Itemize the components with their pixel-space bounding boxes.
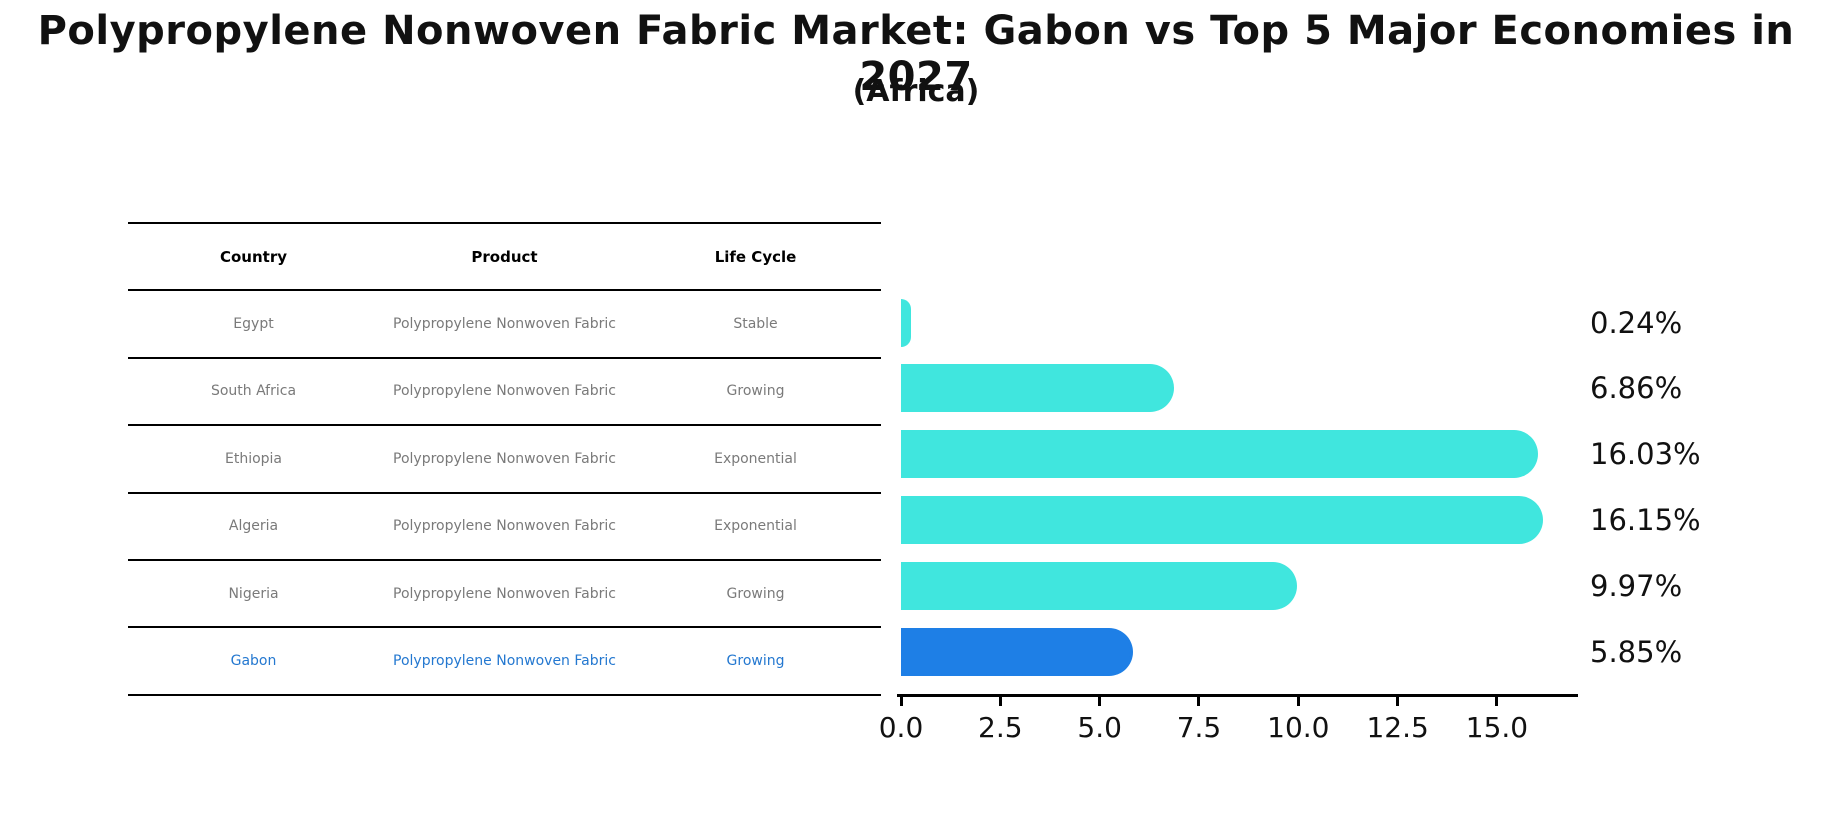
chart-title: Polypropylene Nonwoven Fabric Market: Ga… bbox=[37, 8, 1795, 100]
bar-ethiopia bbox=[901, 430, 1538, 479]
table-row: Nigeria Polypropylene Nonwoven Fabric Grow… bbox=[128, 558, 881, 626]
bar-gabon bbox=[901, 627, 1134, 676]
x-axis-tick bbox=[998, 697, 1002, 706]
x-axis-tick-label: 0.0 bbox=[878, 711, 924, 744]
table-row: Algeria Polypropylene Nonwoven Fabric Expo… bbox=[128, 491, 881, 559]
product-cell: Polypropylene Nonwoven Fabric bbox=[393, 383, 616, 400]
bar-algeria bbox=[901, 495, 1543, 544]
header-lifecycle: Life Cycle bbox=[714, 247, 797, 266]
comparison-table: Country Product Life Cycle Egypt Polyprop… bbox=[128, 222, 881, 696]
x-axis-line bbox=[897, 694, 1578, 697]
country-cell: Ethiopia bbox=[224, 450, 283, 467]
value-label-ethiopia: 16.03% bbox=[1590, 437, 1701, 472]
x-axis-tick bbox=[1495, 697, 1499, 706]
value-label-nigeria: 9.97% bbox=[1590, 568, 1683, 603]
lifecycle-cell: Growing bbox=[726, 383, 785, 400]
bar-egypt bbox=[901, 298, 911, 347]
value-label-egypt: 0.24% bbox=[1590, 305, 1683, 340]
country-cell: Algeria bbox=[228, 518, 279, 535]
table-row: Gabon Polypropylene Nonwoven Fabric Growin… bbox=[128, 626, 881, 693]
table-row: Ethiopia Polypropylene Nonwoven Fabric Exp… bbox=[128, 424, 881, 491]
x-axis-tick-label: 5.0 bbox=[1077, 711, 1122, 744]
country-cell: Egypt bbox=[233, 316, 274, 333]
x-axis-tick-label: 2.5 bbox=[978, 711, 1023, 744]
header-country: Country bbox=[219, 247, 288, 266]
lifecycle-cell: Exponential bbox=[714, 518, 797, 535]
lifecycle-cell: Growing bbox=[726, 585, 785, 602]
country-cell: South Africa bbox=[210, 383, 297, 400]
value-label-south-africa: 6.86% bbox=[1590, 371, 1683, 406]
x-axis-tick bbox=[1197, 697, 1201, 706]
product-cell: Polypropylene Nonwoven Fabric bbox=[393, 518, 616, 535]
x-axis-tick-label: 10.0 bbox=[1267, 711, 1330, 744]
x-axis-tick-label: 12.5 bbox=[1366, 711, 1429, 744]
table-header-row: Country Product Life Cycle bbox=[128, 222, 881, 289]
product-cell: Polypropylene Nonwoven Fabric bbox=[393, 450, 616, 467]
product-cell: Polypropylene Nonwoven Fabric bbox=[393, 585, 616, 602]
lifecycle-cell: Exponential bbox=[714, 450, 797, 467]
product-cell: Polypropylene Nonwoven Fabric bbox=[393, 653, 616, 670]
table-row: South Africa Polypropylene Nonwoven Fabri… bbox=[128, 356, 881, 424]
product-cell: Polypropylene Nonwoven Fabric bbox=[393, 316, 616, 333]
value-label-algeria: 16.15% bbox=[1590, 502, 1701, 537]
bar-nigeria bbox=[901, 561, 1298, 610]
x-axis-tick-label: 7.5 bbox=[1176, 711, 1222, 744]
lifecycle-cell: Growing bbox=[726, 653, 785, 670]
x-axis-tick bbox=[899, 697, 903, 706]
x-axis-tick bbox=[1296, 697, 1300, 706]
x-axis-tick bbox=[1396, 697, 1400, 706]
table-row: Egypt Polypropylene Nonwoven Fabric Stable bbox=[128, 289, 881, 356]
country-cell: Nigeria bbox=[228, 585, 279, 602]
bar-south-africa bbox=[901, 364, 1174, 413]
country-cell: Gabon bbox=[230, 653, 277, 670]
lifecycle-cell: Stable bbox=[733, 316, 778, 333]
chart-subtitle: (Africa) bbox=[852, 74, 980, 109]
value-label-gabon: 5.85% bbox=[1590, 634, 1683, 669]
header-product: Product bbox=[471, 247, 538, 266]
x-axis-tick bbox=[1098, 697, 1102, 706]
x-axis-tick-label: 15.0 bbox=[1465, 711, 1529, 744]
